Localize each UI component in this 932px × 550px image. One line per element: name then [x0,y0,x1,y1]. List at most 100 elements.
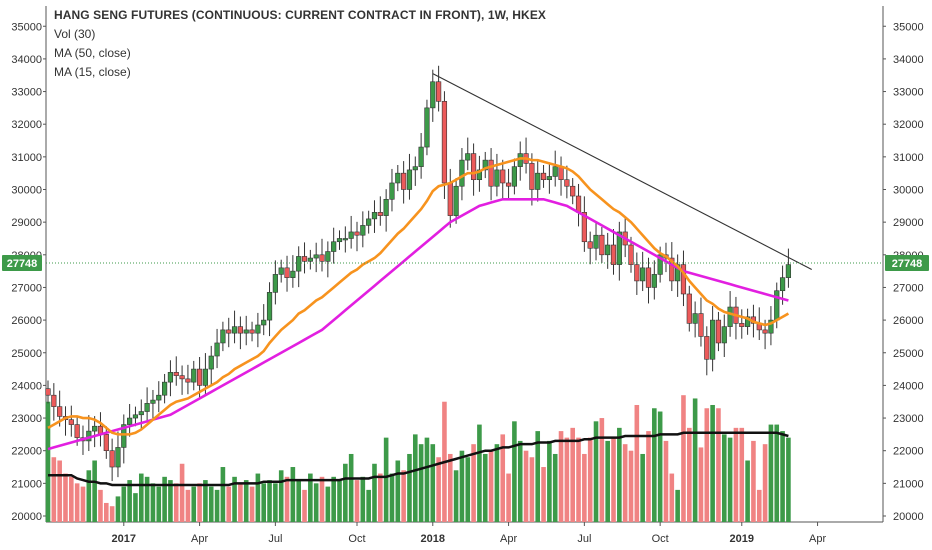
candle-body [167,372,174,383]
candle-body [529,163,535,190]
volume-bar [599,418,605,522]
candle-body [301,256,308,262]
volume-ma-line [48,431,789,487]
candle-body [401,172,407,190]
volume-bar [745,460,750,522]
volume-bar [63,473,68,522]
candle-body [103,434,109,452]
volume-bar [383,437,389,522]
candle-body [558,166,564,181]
volume-bar [558,431,564,522]
volume-bar [652,408,657,522]
candle-body [692,313,698,324]
volume-bar [687,427,692,522]
y-tick-label-left: 25000 [11,348,42,360]
volume-bar [617,427,622,522]
volume-bar [121,486,127,522]
chart-legend: HANG SENG FUTURES (CONTINUOUS: CURRENT C… [54,6,546,82]
candle-body [500,169,506,184]
volume-bar [179,463,185,522]
volume-bar [710,404,715,522]
volume-bar [459,450,465,522]
candle-body [261,319,267,326]
candle-body [645,267,652,288]
legend-ma50[interactable]: MA (50, close) [54,46,131,60]
candle-body [150,399,156,404]
last-price-marker-right: 27748 [885,255,929,272]
candle-body [599,234,605,256]
candle-body [74,424,80,438]
candle-body [121,424,127,448]
candle-body [115,447,121,468]
y-tick-label-right: 34000 [893,54,924,66]
volume-bar [733,427,739,522]
x-tick-label: Jul [577,533,591,545]
last-price-marker-left: 27748 [2,255,42,272]
volume-bar [739,427,745,522]
volume-bar [133,493,138,522]
candle-body [162,381,168,396]
volume-bar [506,473,511,522]
candle-body [290,270,296,278]
candle-body [127,417,133,425]
candle-body [336,238,343,243]
candle-body [628,244,634,265]
candle-body [360,225,366,236]
candle-body [92,425,98,432]
volume-bar [278,470,284,522]
candle-body [68,419,74,425]
volume-bar [173,483,179,522]
y-tick-label-left: 33000 [11,87,42,99]
candle-body [255,324,261,334]
volume-bar [657,411,663,522]
candle-body [196,368,203,386]
volume-bar [646,431,651,522]
volume-bar [104,502,109,522]
x-tick-label: 2018 [421,533,445,545]
volume-bar [162,476,167,522]
candle-body [476,169,483,181]
candle-body [762,329,768,334]
volume-bar [640,453,645,522]
candle-body [57,406,63,417]
volume-bar [436,457,441,522]
y-tick-label-left: 35000 [11,21,42,33]
volume-bar [430,444,436,522]
ma15-line [47,157,790,436]
volume-bar [704,408,710,522]
volume-bar [366,489,371,522]
legend-ma15[interactable]: MA (15, close) [54,65,131,79]
candle-body [430,81,436,109]
volume-bar [360,476,366,522]
volume-bar [86,470,92,522]
candle-body [593,234,599,249]
candle-body [243,329,249,334]
y-tick-label-right: 22000 [893,446,924,458]
volume-bar [780,431,785,522]
volume-bar [482,453,488,522]
volume-bar [628,450,634,522]
volume-bar [570,427,575,522]
volume-bar [267,480,272,522]
candle-body [715,319,722,344]
candle-body [465,153,471,161]
chart-title: HANG SENG FUTURES (CONTINUOUS: CURRENT C… [54,8,547,22]
volume-bar [605,440,610,522]
volume-bar [243,480,249,522]
y-tick-label-left: 22000 [11,446,42,458]
candle-body [278,267,284,275]
x-tick-label: Jul [268,533,282,545]
legend-volume[interactable]: Vol (30) [54,27,96,41]
volume-bar [582,453,587,522]
volume-bar [552,453,558,522]
candle-body [173,372,179,376]
candle-body [226,329,232,334]
volume-bar [51,457,57,522]
volume-bar [348,453,354,522]
x-tick-label: 2017 [112,533,136,545]
volume-bar [290,467,296,522]
candle-body [447,182,453,216]
candle-body [214,342,220,357]
candle-body [459,159,465,187]
